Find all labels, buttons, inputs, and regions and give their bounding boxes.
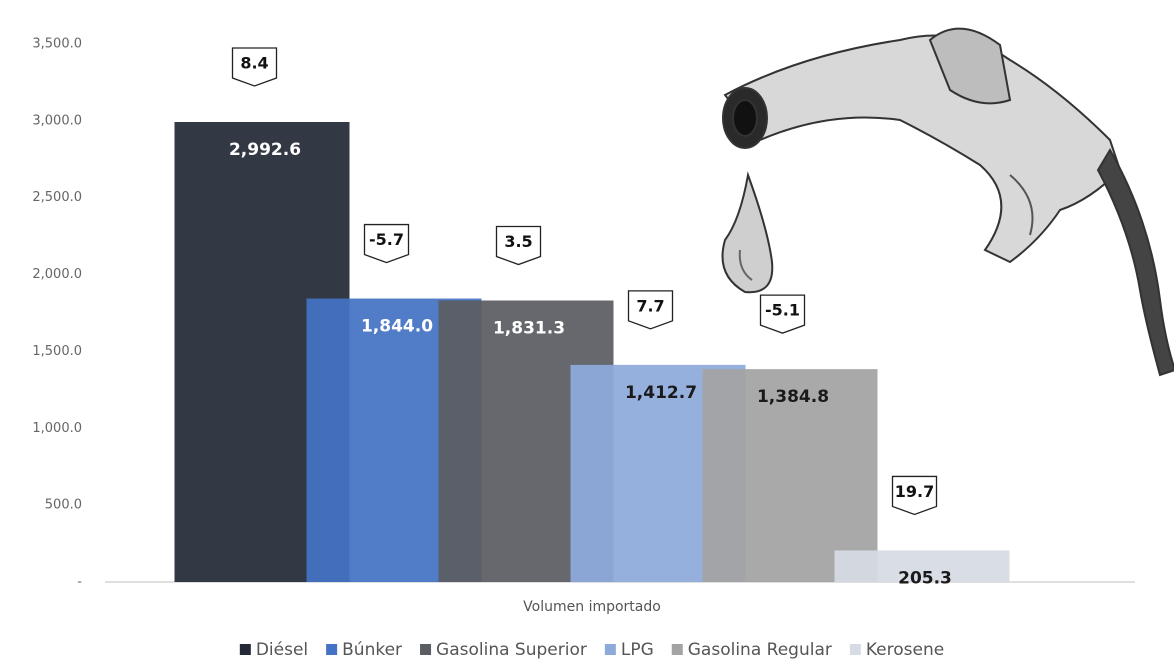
y-tick-label: 2,500.0: [32, 190, 82, 205]
change-label: 19.7: [895, 482, 934, 501]
y-tick-label: 500.0: [45, 498, 82, 513]
change-label: -5.1: [765, 301, 800, 320]
value-label: 205.3: [898, 568, 952, 588]
legend-swatch: [420, 644, 431, 655]
legend: Diésel Búnker Gasolina Superior LPG Gasolina…: [240, 640, 944, 660]
legend-label: Gasolina Regular: [688, 640, 832, 660]
legend-swatch: [850, 644, 861, 655]
change-label: 7.7: [636, 296, 664, 315]
change-label: -5.7: [369, 230, 404, 249]
legend-swatch: [605, 644, 616, 655]
legend-label: LPG: [621, 640, 654, 660]
legend-label: Kerosene: [866, 640, 944, 660]
value-label: 1,384.8: [757, 387, 829, 407]
legend-label: Búnker: [342, 640, 402, 660]
value-label: 1,412.7: [625, 383, 697, 403]
value-label: 1,831.3: [493, 319, 565, 339]
chart: Volumen importado Diésel Búnker Gasolina S…: [0, 0, 1174, 660]
legend-swatch: [672, 644, 683, 655]
y-tick-label: 2,000.0: [32, 267, 82, 282]
legend-label: Gasolina Superior: [436, 640, 587, 660]
legend-swatch: [326, 644, 337, 655]
y-tick-label: 3,500.0: [32, 37, 82, 52]
y-tick-label: -: [77, 575, 82, 590]
change-label: 8.4: [240, 53, 268, 72]
y-tick-label: 1,000.0: [32, 421, 82, 436]
legend-label: Diésel: [256, 640, 308, 660]
y-tick-label: 1,500.0: [32, 344, 82, 359]
change-label: 3.5: [504, 232, 532, 251]
value-label: 2,992.6: [229, 140, 301, 160]
x-axis-label: Volumen importado: [523, 599, 661, 615]
legend-swatch: [240, 644, 251, 655]
y-tick-label: 3,000.0: [32, 113, 82, 128]
value-label: 1,844.0: [361, 317, 433, 337]
